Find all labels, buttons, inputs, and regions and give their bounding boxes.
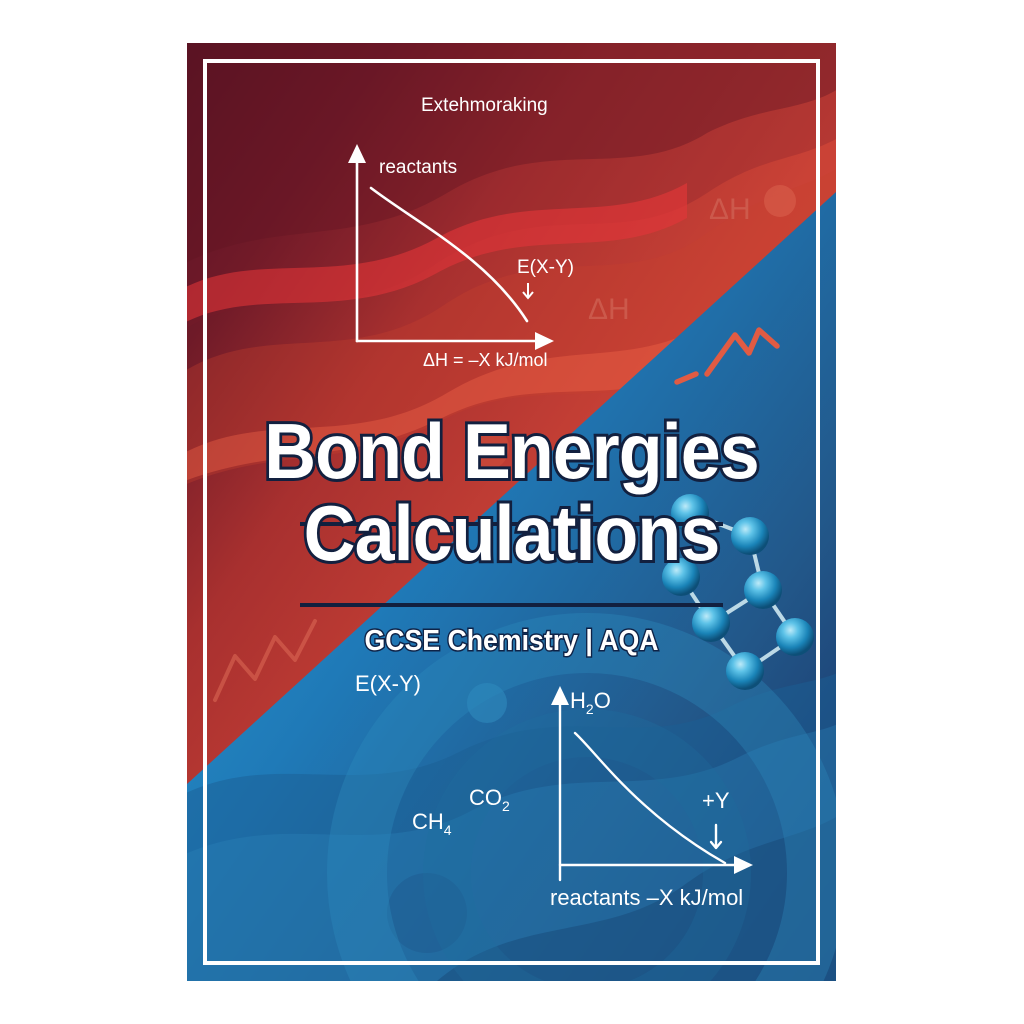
svg-text:reactants –X kJ/mol: reactants –X kJ/mol <box>550 885 743 910</box>
svg-text:ΔH: ΔH <box>709 193 751 226</box>
svg-text:ΔH = –X kJ/mol: ΔH = –X kJ/mol <box>423 350 548 370</box>
svg-text:ΔH: ΔH <box>588 293 630 326</box>
svg-text:reactants: reactants <box>379 157 457 178</box>
svg-text:E(X-Y): E(X-Y) <box>517 257 574 278</box>
svg-text:+Y: +Y <box>702 788 730 813</box>
svg-text:Extehmoraking: Extehmoraking <box>421 95 548 116</box>
svg-text:E(X-Y): E(X-Y) <box>355 671 421 696</box>
